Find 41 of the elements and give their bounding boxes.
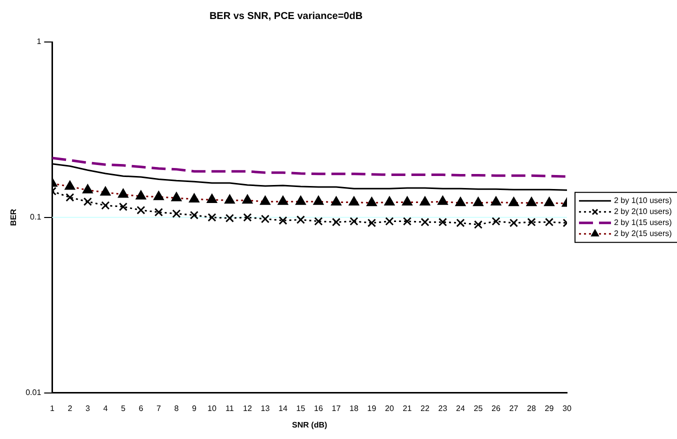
x-tick-label: 26 [492,404,501,413]
x-tick-label: 9 [192,404,197,413]
x-tick-label: 23 [438,404,448,413]
x-tick-label: 21 [402,404,412,413]
x-tick-label: 4 [103,404,108,413]
x-tick-label: 17 [332,404,342,413]
x-tick-label: 2 [68,404,73,413]
x-tick-label: 29 [544,404,554,413]
x-tick-label: 27 [509,404,519,413]
x-tick-label: 25 [474,404,484,413]
x-tick-label: 30 [562,404,572,413]
x-tick-label: 1 [50,404,55,413]
x-tick-label: 19 [367,404,377,413]
x-tick-label: 15 [296,404,306,413]
x-tick-label: 18 [350,404,359,413]
legend-label: 2 by 1(10 users) [614,196,672,206]
x-tick-label: 22 [420,404,430,413]
x-tick-label: 13 [260,404,270,413]
chart-title: BER vs SNR, PCE variance=0dB [209,10,363,22]
y-axis-title: BER [9,208,18,226]
legend-label: 2 by 2(10 users) [614,207,672,216]
x-tick-label: 7 [156,404,162,413]
x-tick-label: 24 [456,404,466,413]
legend-label: 2 by 2(15 users) [614,229,672,238]
x-tick-label: 14 [278,404,288,413]
x-tick-label: 11 [226,404,234,413]
x-tick-label: 16 [314,404,324,413]
x-tick-label: 8 [174,404,180,413]
legend-label: 2 by 1(15 users) [614,218,672,228]
x-tick-label: 6 [138,404,144,413]
x-tick-label: 3 [85,404,90,413]
x-tick-label: 28 [527,404,536,413]
y-tick-label: 0.1 [30,212,42,222]
x-tick-label: 10 [207,404,217,413]
x-tick-label: 5 [120,404,126,413]
line-series [52,156,567,178]
y-tick-label: 0.01 [26,388,42,398]
x-axis-title: SNR (dB) [292,420,328,430]
x-tick-label: 20 [385,404,394,413]
x-tick-label: 12 [242,404,252,413]
y-tick-label: 1 [36,37,42,46]
